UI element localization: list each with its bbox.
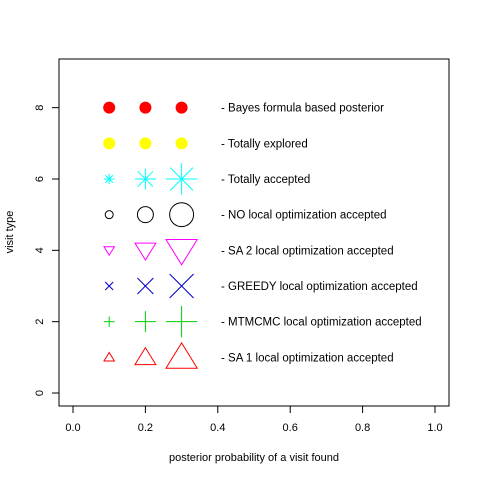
y-tick-label: 0	[34, 390, 46, 396]
x-tick-label: 0.6	[283, 422, 298, 434]
filled-circle-marker	[139, 101, 152, 114]
y-tick-label: 2	[34, 319, 46, 325]
asterisk-marker	[103, 173, 115, 185]
asterisk-marker	[134, 168, 156, 190]
x-tick-label: 0.4	[210, 422, 225, 434]
series-label: - MTMCMC local optimization accepted	[221, 317, 422, 329]
y-axis-title: visit type	[4, 211, 16, 254]
data-points	[103, 101, 199, 369]
y-tick-label: 4	[34, 247, 46, 253]
plus-marker	[103, 316, 115, 327]
circle-marker	[104, 210, 114, 220]
series-label: - SA 1 local optimization accepted	[221, 352, 394, 364]
x-tick-label: 0.8	[355, 422, 370, 434]
series-label: - Bayes formula based posterior	[221, 103, 384, 115]
series-label: - NO local optimization accepted	[221, 210, 387, 222]
circle-marker	[169, 202, 195, 228]
plus-marker	[134, 311, 156, 333]
series-labels: - Bayes formula based posterior - Totally…	[221, 103, 422, 365]
triangle-up-marker	[165, 341, 199, 369]
x-tick-label: 1.0	[427, 422, 442, 434]
cross-marker	[137, 277, 154, 295]
triangle-down-marker	[134, 242, 157, 261]
series-label: - GREEDY local optimization accepted	[221, 281, 418, 293]
x-axis: 0.0 0.2 0.4 0.6 0.8 1.0	[65, 405, 443, 434]
filled-circle-marker	[175, 137, 188, 150]
x-tick-label: 0.0	[65, 422, 80, 434]
triangle-down-marker	[165, 238, 199, 266]
asterisk-marker	[165, 163, 198, 195]
cross-marker	[169, 273, 194, 299]
circle-marker	[136, 206, 154, 224]
y-tick-label: 8	[34, 105, 46, 111]
y-axis: 0 2 4 6 8	[34, 105, 60, 396]
series-label: - Totally accepted	[221, 174, 310, 186]
triangle-up-marker	[103, 351, 116, 362]
cross-marker	[104, 281, 114, 291]
x-tick-label: 0.2	[138, 422, 153, 434]
x-axis-title: posterior probability of a visit found	[169, 452, 339, 464]
filled-circle-marker	[103, 101, 116, 114]
triangle-up-marker	[134, 346, 157, 366]
plus-marker	[165, 305, 198, 338]
filled-circle-marker	[175, 101, 188, 114]
series-label: - SA 2 local optimization accepted	[221, 245, 394, 257]
filled-circle-marker	[139, 137, 152, 150]
triangle-down-marker	[103, 246, 116, 257]
y-tick-label: 6	[34, 176, 46, 182]
series-label: - Totally explored	[221, 138, 308, 150]
filled-circle-marker	[103, 137, 116, 150]
